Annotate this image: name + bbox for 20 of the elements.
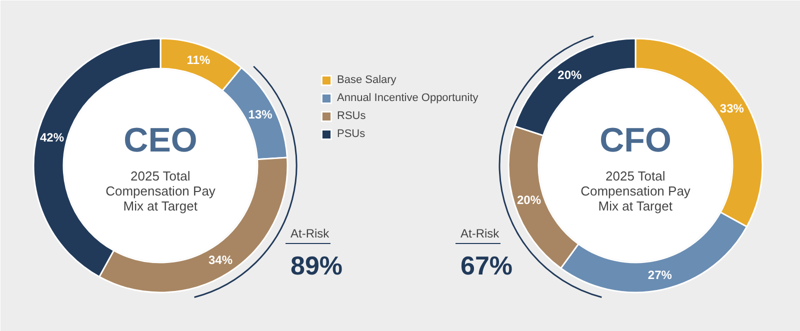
legend-label: Annual Incentive Opportunity xyxy=(337,91,478,105)
legend-label: RSUs xyxy=(337,109,366,123)
data-label: 20% xyxy=(516,193,542,208)
data-label: 42% xyxy=(40,130,64,145)
data-label: 20% xyxy=(558,68,582,82)
data-label: 34% xyxy=(208,253,233,268)
data-label: 13% xyxy=(248,108,273,122)
text: 2025 Total Compensation Pay Mix at Target xyxy=(580,168,691,214)
data-label: 33% xyxy=(720,101,744,116)
text: 2025 Total Compensation Pay Mix at Target xyxy=(106,168,216,214)
text: CFO xyxy=(600,122,672,160)
text: At-Risk xyxy=(460,226,500,240)
text: At-Risk xyxy=(290,226,330,240)
text: CEO xyxy=(124,122,198,160)
data-label: 27% xyxy=(648,268,672,282)
legend-label: PSUs xyxy=(337,127,366,141)
text: 89% xyxy=(290,250,343,280)
data-label: 11% xyxy=(186,53,210,68)
text: 67% xyxy=(460,250,513,280)
legend-label: Base Salary xyxy=(337,73,396,87)
